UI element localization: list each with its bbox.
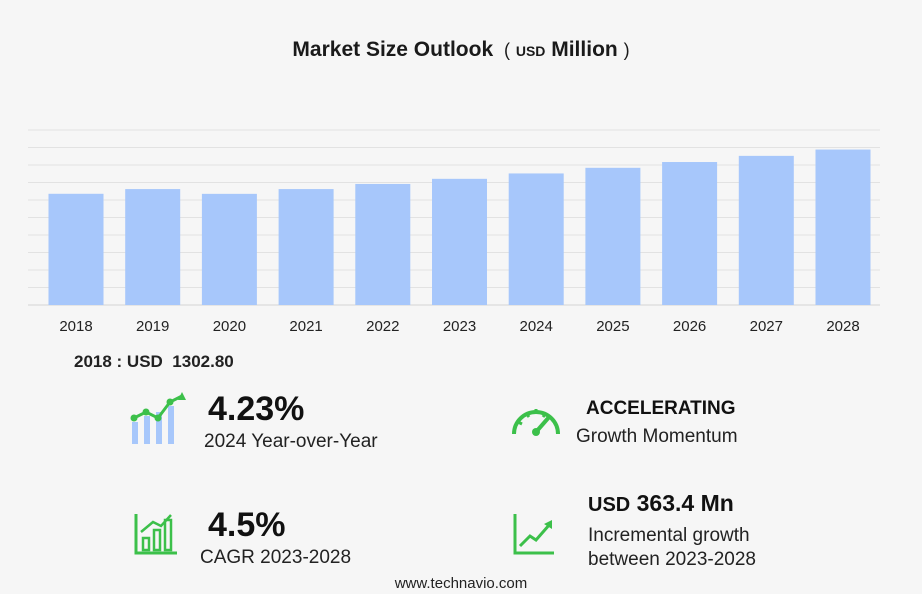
bar-2020 — [201, 193, 257, 305]
title-text: Market Size Outlook — [292, 38, 494, 61]
x-tick-label: 2021 — [289, 318, 322, 335]
title-unit: Million — [551, 38, 618, 61]
bar-2018 — [48, 193, 104, 305]
x-tick-label: 2024 — [520, 318, 553, 335]
bar-2022 — [355, 183, 411, 305]
speedometer-icon — [508, 400, 564, 445]
yoy-stat: 4.23% 2024 Year-over-Year — [204, 390, 378, 453]
bar-2023 — [432, 178, 487, 305]
cagr-stat: 4.5% CAGR 2023-2028 — [200, 506, 351, 569]
bar-2026 — [662, 162, 718, 305]
x-tick-label: 2022 — [366, 318, 399, 335]
momentum-value: ACCELERATING — [586, 398, 736, 419]
bar-growth-icon — [128, 392, 188, 453]
momentum-stat: ACCELERATING Growth Momentum — [576, 398, 738, 448]
title-open-paren: ( — [498, 40, 510, 60]
bar-2024 — [508, 173, 564, 305]
cagr-value: 4.5% — [208, 506, 286, 544]
bar-2027 — [738, 155, 794, 305]
x-tick-label: 2028 — [826, 318, 859, 335]
footer-url: www.technavio.com — [394, 575, 528, 592]
x-tick-label: 2020 — [213, 318, 246, 335]
increment-value: 363.4 Mn — [636, 490, 734, 516]
bar-2028 — [815, 149, 871, 305]
base-label: 2018 : USD — [74, 352, 163, 371]
x-tick-label: 2018 — [59, 318, 92, 335]
increment-prefix: USD — [588, 494, 631, 516]
base-value: 1302.80 — [172, 352, 234, 371]
x-tick-label: 2026 — [673, 318, 706, 335]
bar-chart-icon — [133, 512, 179, 561]
momentum-label: Growth Momentum — [576, 426, 738, 447]
bar-2019 — [125, 189, 181, 305]
yoy-label: 2024 Year-over-Year — [204, 431, 378, 452]
x-tick-label: 2023 — [443, 318, 476, 335]
x-tick-label: 2025 — [596, 318, 629, 335]
increment-headline: USD 363.4 Mn — [588, 490, 756, 517]
bar-chart: 2018 2019 2020 2021 2022 2023 2024 2025 2026 2027… — [28, 129, 880, 335]
yoy-value: 4.23% — [208, 390, 305, 428]
increment-label-2: between 2023-2028 — [588, 549, 756, 570]
title-unit-prefix: USD — [515, 43, 546, 59]
base-year-value: 2018 : USD 1302.80 — [74, 352, 234, 372]
x-tick-label: 2027 — [750, 318, 783, 335]
cagr-label: CAGR 2023-2028 — [200, 547, 352, 568]
increment-stat: USD 363.4 Mn Incremental growth between … — [588, 490, 756, 571]
increment-label-1: Incremental growth — [588, 525, 750, 546]
title-close-paren: ) — [623, 40, 630, 60]
line-growth-icon — [512, 512, 556, 561]
x-tick-label: 2019 — [136, 318, 169, 335]
chart-title: Market Size Outlook ( USD Million ) — [0, 38, 922, 62]
bar-2021 — [278, 189, 334, 305]
bar-2025 — [585, 167, 641, 305]
